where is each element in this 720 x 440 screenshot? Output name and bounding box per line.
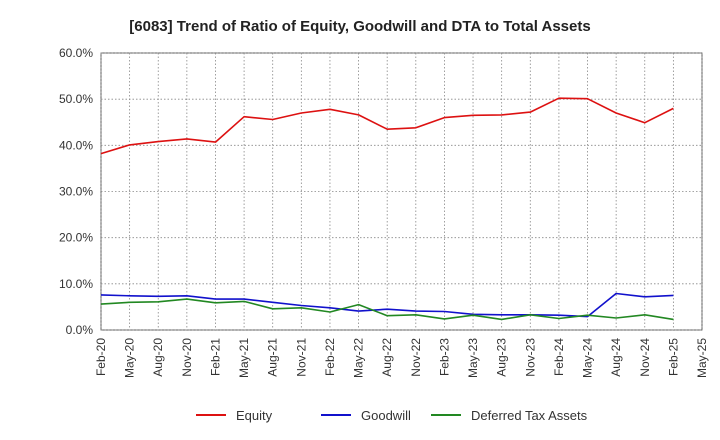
x-tick-label: Feb-21 (208, 338, 222, 376)
y-tick-label: 30.0% (59, 185, 93, 199)
y-axis-ticks: 0.0% 10.0% 20.0% 30.0% 40.0% 50.0% 60.0% (59, 46, 93, 337)
series-line-deferred-tax-assets (100, 298, 674, 321)
x-tick-label: Nov-20 (180, 338, 194, 377)
legend-label: Deferred Tax Assets (471, 408, 588, 423)
chart-title: [6083] Trend of Ratio of Equity, Goodwil… (129, 18, 590, 35)
legend: Equity Goodwill Deferred Tax Assets (196, 408, 588, 423)
x-tick-label: May-23 (466, 338, 480, 378)
x-tick-label: Nov-23 (523, 338, 537, 377)
x-tick-label: May-25 (695, 338, 709, 378)
legend-label: Goodwill (361, 408, 411, 423)
y-tick-label: 60.0% (59, 46, 93, 60)
x-tick-label: Nov-22 (409, 338, 423, 377)
x-tick-label: May-21 (237, 338, 251, 378)
x-tick-label: Feb-23 (437, 338, 451, 376)
y-tick-label: 50.0% (59, 92, 93, 106)
x-tick-label: Nov-21 (294, 338, 308, 377)
y-tick-label: 40.0% (59, 138, 93, 152)
x-tick-label: Feb-25 (666, 338, 680, 376)
x-tick-label: Aug-22 (380, 338, 394, 377)
series-lines (100, 97, 674, 321)
x-tick-label: Aug-20 (151, 338, 165, 377)
grid-lines (100, 52, 703, 331)
x-tick-label: May-22 (352, 338, 366, 378)
x-tick-label: Nov-24 (638, 338, 652, 377)
x-tick-label: May-24 (581, 338, 595, 378)
x-axis-ticks: Feb-20 May-20 Aug-20 Nov-20 Feb-21 May-21 Aug-… (94, 338, 709, 378)
legend-label: Equity (236, 408, 273, 423)
x-tick-label: Aug-24 (609, 338, 623, 377)
x-tick-label: Feb-24 (552, 338, 566, 376)
x-tick-label: Aug-23 (495, 338, 509, 377)
x-tick-label: Feb-20 (94, 338, 108, 376)
x-tick-label: Aug-21 (266, 338, 280, 377)
x-tick-label: Feb-22 (323, 338, 337, 376)
y-tick-label: 0.0% (66, 323, 94, 337)
x-tick-label: May-20 (123, 338, 137, 378)
plot-area (100, 52, 703, 331)
y-tick-label: 20.0% (59, 231, 93, 245)
series-line-equity (100, 97, 674, 155)
y-tick-label: 10.0% (59, 277, 93, 291)
